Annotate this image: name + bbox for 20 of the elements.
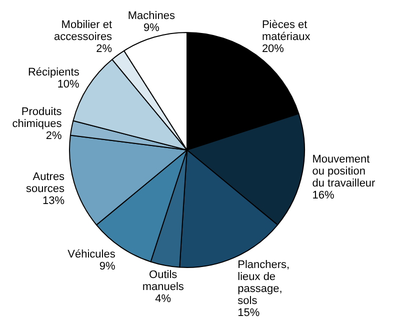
data-label: 9% <box>143 22 160 34</box>
slice-label: Mouvement ou position du travailleur <box>312 153 376 190</box>
slice-label: Planchers, lieux de passage, sols <box>238 259 290 308</box>
slice-label: Mobilier et accessoires <box>54 19 113 44</box>
slice-label: Pièces et matériaux <box>262 19 311 44</box>
slice-label: Machines <box>128 10 176 22</box>
slice-label: Récipients <box>28 66 80 78</box>
data-label: 16% <box>312 189 334 202</box>
data-label: 15% <box>238 307 260 320</box>
slice-label: Outils manuels <box>142 269 184 294</box>
slice-label: Produits chimiques <box>12 106 62 130</box>
data-label: 10% <box>57 78 80 90</box>
data-label: 20% <box>262 43 284 56</box>
slice-label: Véhicules <box>68 248 116 260</box>
data-label: 2% <box>96 43 112 56</box>
data-label: 13% <box>42 194 65 207</box>
data-label: 4% <box>155 293 172 306</box>
data-label: 9% <box>99 260 116 272</box>
slice-label: Autres sources <box>26 170 66 195</box>
data-label: 2% <box>46 130 62 142</box>
